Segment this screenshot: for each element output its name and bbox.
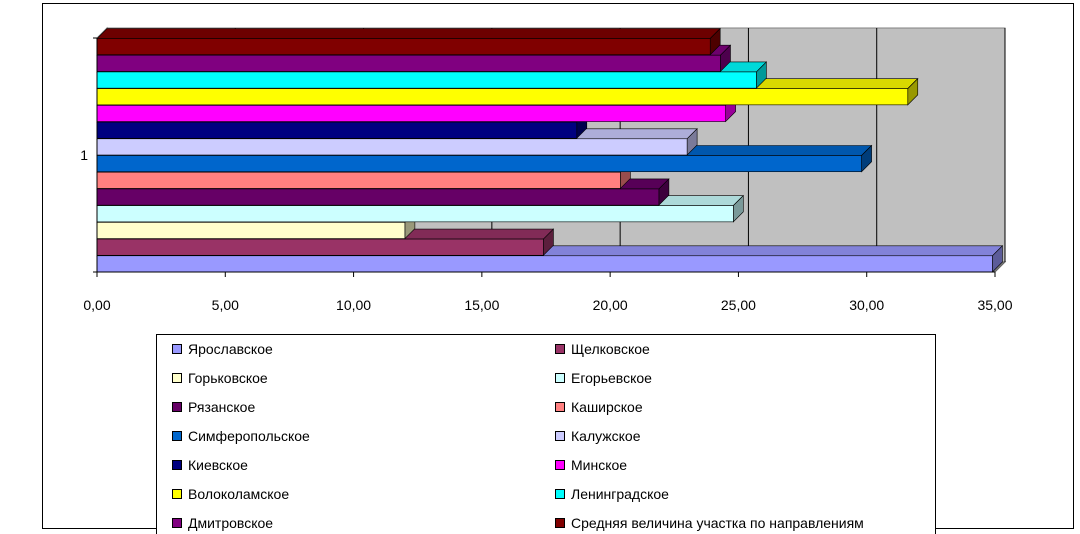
legend-label: Калужское: [571, 428, 641, 444]
bar-14: [96, 38, 711, 56]
legend-item: Ленинградское: [555, 484, 669, 504]
legend-swatch: [172, 431, 182, 441]
legend-item: Рязанское: [172, 397, 255, 417]
legend-item: Минское: [555, 455, 627, 475]
bar-1: [96, 255, 993, 273]
legend-swatch: [172, 402, 182, 412]
legend-item: Волоколамское: [172, 484, 289, 504]
legend-swatch: [172, 518, 182, 528]
legend-swatch: [555, 518, 565, 528]
bar-10: [96, 105, 726, 122]
legend-swatch: [555, 460, 565, 470]
legend-label: Средняя величина участка по направлениям: [571, 515, 864, 531]
legend-item: Средняя величина участка по направлениям: [555, 513, 864, 533]
legend-label: Щелковское: [571, 341, 650, 357]
x-tick-label: 30,00: [849, 297, 884, 313]
legend-item: Каширское: [555, 397, 643, 417]
legend-item: Киевское: [172, 455, 248, 475]
legend-label: Каширское: [571, 399, 643, 415]
x-tick-label: 25,00: [721, 297, 756, 313]
legend-swatch: [555, 489, 565, 499]
bar-9: [96, 121, 578, 139]
legend-swatch: [172, 489, 182, 499]
x-tick-label: 35,00: [977, 297, 1012, 313]
legend-swatch: [555, 344, 565, 354]
legend: Ярославское Щелковское Горьковское Егорьевс…: [156, 334, 936, 534]
legend-swatch: [172, 460, 182, 470]
x-tick-label: 5,00: [212, 297, 239, 313]
bar-top-face: [96, 28, 721, 39]
legend-swatch: [555, 402, 565, 412]
bar-7: [96, 155, 862, 173]
bar-2: [96, 238, 544, 256]
legend-swatch: [555, 373, 565, 383]
legend-label: Киевское: [188, 457, 248, 473]
bar-5: [96, 188, 660, 206]
bar-8: [96, 138, 688, 156]
legend-swatch: [172, 344, 182, 354]
legend-swatch: [172, 373, 182, 383]
legend-item: Щелковское: [555, 339, 650, 359]
legend-label: Рязанское: [188, 399, 256, 415]
legend-swatch: [555, 431, 565, 441]
legend-label: Ярославское: [188, 341, 273, 357]
bar-12: [96, 71, 757, 89]
legend-item: Калужское: [555, 426, 641, 446]
legend-label: Горьковское: [188, 370, 268, 386]
legend-item: Горьковское: [172, 368, 268, 388]
legend-label: Дмитровское: [188, 515, 274, 531]
legend-label: Волоколамское: [188, 486, 290, 502]
legend-item: Дмитровское: [172, 513, 273, 533]
legend-label: Егорьевское: [571, 370, 652, 386]
x-tick-label: 10,00: [336, 297, 371, 313]
bar-13: [96, 54, 721, 72]
legend-label: Симферопольское: [188, 428, 310, 444]
legend-item: Ярославское: [172, 339, 273, 359]
x-tick-label: 0,00: [83, 297, 110, 313]
x-tick-label: 15,00: [464, 297, 499, 313]
bar-3: [96, 222, 406, 239]
legend-item: Егорьевское: [555, 368, 652, 388]
category-label: 1: [80, 147, 88, 163]
bar-6: [96, 171, 621, 189]
legend-label: Минское: [571, 457, 628, 473]
bar-11: [96, 88, 909, 106]
x-tick-label: 20,00: [593, 297, 628, 313]
legend-item: Симферопольское: [172, 426, 310, 446]
legend-label: Ленинградское: [571, 486, 669, 502]
bar-4: [96, 205, 734, 223]
